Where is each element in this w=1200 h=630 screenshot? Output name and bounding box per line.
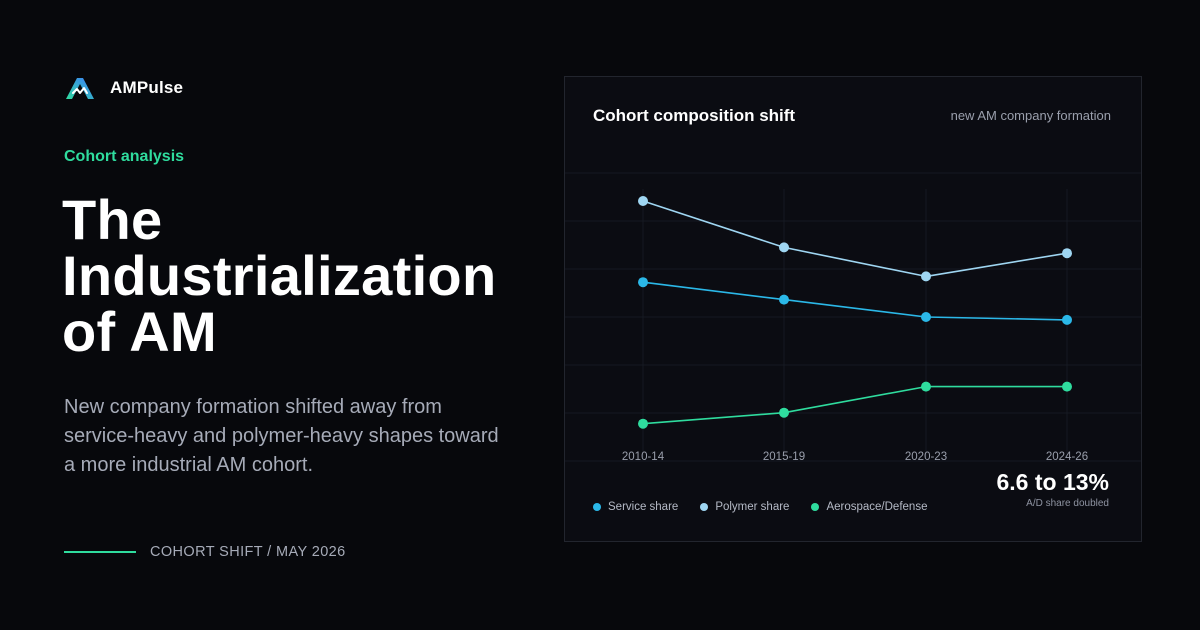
footer-text: COHORT SHIFT / MAY 2026: [150, 544, 346, 560]
chart-title: Cohort composition shift: [593, 106, 796, 125]
x-tick-label: 2015-19: [763, 451, 805, 463]
data-point: [638, 418, 648, 429]
legend-item: Polymer share: [700, 501, 789, 513]
headline: The Industrialization of AM: [62, 188, 497, 363]
line-chart: 2010-14 2015-19 2020-23 2024-26: [565, 172, 1141, 463]
stat-callout: 6.6 to 13% A/D share doubled: [997, 469, 1110, 509]
legend-label: Service share: [608, 501, 679, 513]
series-line-0: [642, 200, 1068, 278]
legend-swatch: [811, 503, 820, 511]
chart-panel: 2010-14 2015-19 2020-23 2024-26 Cohort comp…: [564, 76, 1142, 542]
footer: COHORT SHIFT / MAY 2026: [64, 544, 346, 560]
series-line-2: [642, 385, 1067, 425]
x-tick-label: 2020-23: [905, 451, 947, 463]
legend-swatch: [593, 503, 601, 511]
x-tick-label: 2010-14: [622, 451, 665, 463]
series-line-1: [642, 281, 1068, 321]
chart-note: new AM company formation: [950, 108, 1111, 123]
data-point: [638, 277, 648, 288]
data-point: [638, 196, 648, 206]
eyebrow-label: Cohort analysis: [64, 148, 185, 165]
data-point: [779, 294, 789, 305]
legend-label: Aerospace/Defense: [826, 501, 928, 513]
stat-label: A/D share doubled: [1026, 498, 1109, 509]
legend-item: Aerospace/Defense: [811, 501, 927, 513]
ampulse-logo-icon: [66, 78, 94, 99]
data-point: [1062, 381, 1072, 392]
data-point: [1062, 248, 1072, 259]
legend-swatch: [700, 503, 709, 511]
data-point: [921, 312, 931, 322]
legend-label: Polymer share: [715, 501, 790, 513]
data-point: [779, 407, 789, 418]
data-point: [1062, 314, 1072, 325]
data-point: [779, 242, 789, 253]
footer-rule: [64, 551, 136, 553]
data-point: [921, 271, 931, 282]
subtitle: New company formation shifted away from …: [64, 396, 499, 476]
x-tick-label: 2024-26: [1046, 451, 1088, 463]
brand-name: AMPulse: [110, 78, 184, 97]
data-point: [921, 381, 931, 392]
brand: AMPulse: [64, 76, 183, 100]
chart-legend: Service share Polymer share Aerospace/Defe…: [593, 501, 927, 513]
legend-item: Service share: [593, 501, 678, 513]
stat-value: 6.6 to 13%: [996, 469, 1110, 495]
